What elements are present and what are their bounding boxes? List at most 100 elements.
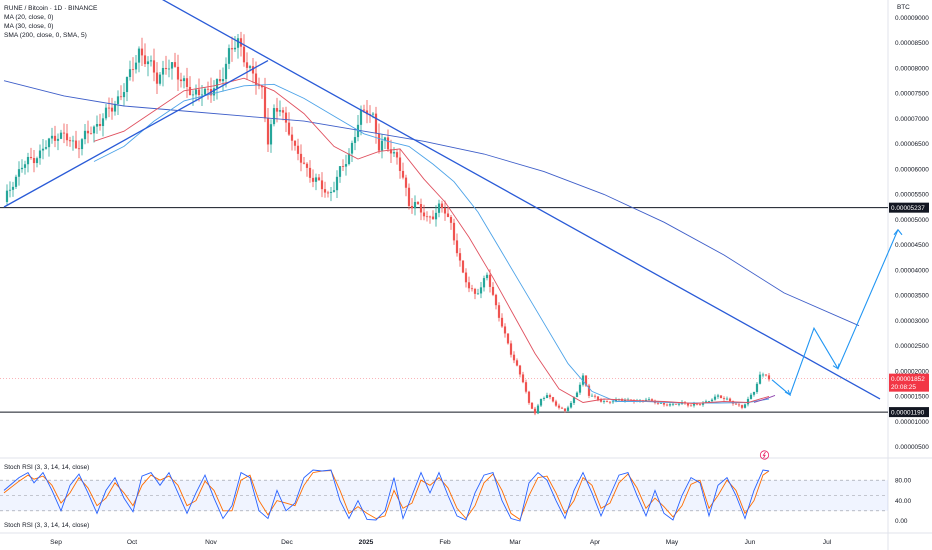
candle-body: [119, 96, 123, 98]
currency-label: BTC: [897, 4, 910, 11]
candle-body: [695, 403, 699, 405]
candle-body: [407, 187, 411, 206]
candle-body: [176, 66, 180, 80]
candle-body: [11, 186, 15, 190]
candle-body: [179, 79, 183, 82]
y-tick-label: 0.00003500: [895, 293, 929, 300]
candle-body: [377, 133, 381, 151]
ma20-legend[interactable]: MA (20, close, 0): [4, 14, 54, 21]
candle-body: [494, 294, 498, 306]
y-tick-label: 0.00003000: [895, 318, 929, 325]
candle-body: [431, 216, 435, 220]
candle-body: [38, 150, 42, 159]
candle-body: [497, 305, 501, 318]
candle-body: [137, 48, 141, 63]
candle-body: [530, 402, 534, 409]
candle-body: [287, 122, 291, 135]
candle-body: [221, 79, 225, 82]
candle-body: [356, 124, 360, 138]
candle-body: [122, 92, 126, 98]
candle-body: [380, 140, 384, 151]
candle-body: [749, 394, 753, 399]
candle-body: [584, 375, 588, 386]
y-tick-label: 0.00006500: [895, 141, 929, 148]
candle-body: [212, 88, 216, 96]
candle-body: [14, 176, 18, 187]
stoch-rsi-legend-secondary[interactable]: Stoch RSI (3, 3, 14, 14, close): [4, 522, 90, 529]
symbol-label[interactable]: RUNE / Bitcoin · 1D · BINANCE: [4, 5, 98, 12]
candle-body: [737, 404, 741, 406]
candle-body: [656, 402, 660, 404]
candle-body: [215, 79, 219, 89]
candle-body: [194, 89, 198, 95]
candle-body: [743, 404, 747, 408]
candle-body: [566, 407, 570, 411]
candle-body: [443, 208, 447, 214]
candle-body: [20, 167, 24, 170]
current-price-tag: [889, 373, 929, 392]
y-tick-label: 0.00009000: [895, 15, 929, 22]
candle-body: [698, 404, 702, 405]
candle-body: [467, 282, 471, 289]
candle-body: [305, 163, 309, 168]
candle-body: [218, 79, 222, 82]
candle-body: [371, 113, 375, 115]
candle-body: [512, 354, 516, 361]
x-tick-label: 2025: [359, 539, 374, 546]
candle-body: [365, 110, 369, 115]
candle-body: [239, 38, 243, 47]
candle-body: [65, 133, 69, 141]
candle-body: [245, 62, 249, 68]
candle-body: [668, 404, 672, 406]
candle-body: [182, 78, 186, 82]
stoch-rsi-axis-label: 0.00: [895, 518, 908, 525]
x-tick-label: Jul: [823, 539, 832, 546]
candle-body: [101, 118, 105, 127]
stoch-rsi-axis-label: 80.00: [895, 477, 911, 484]
candle-body: [434, 212, 438, 220]
candle-body: [404, 177, 408, 188]
candle-body: [599, 399, 603, 402]
ma30-legend[interactable]: MA (30, close, 0): [4, 23, 54, 30]
candle-body: [23, 164, 27, 168]
candle-body: [413, 201, 417, 209]
projection-turn-mark: [832, 363, 840, 370]
candle-body: [47, 138, 51, 148]
candle-body: [509, 343, 513, 355]
candle-body: [200, 94, 204, 96]
x-tick-label: Apr: [590, 539, 601, 546]
candle-body: [689, 405, 693, 407]
candle-body: [107, 107, 111, 109]
y-tick-label: 0.00008500: [895, 40, 929, 47]
lightning-icon: [759, 450, 770, 460]
candle-body: [56, 138, 60, 141]
candle-body: [581, 375, 585, 385]
x-tick-label: Sep: [50, 539, 62, 546]
candle-body: [587, 385, 591, 396]
candle-body: [602, 401, 606, 403]
candle-body: [353, 137, 357, 143]
candle-body: [539, 398, 543, 406]
stoch-rsi-legend[interactable]: Stoch RSI (3, 3, 14, 14, close): [4, 464, 90, 471]
candle-body: [608, 401, 612, 403]
candle-body: [236, 38, 240, 48]
x-tick-label: Jun: [745, 539, 756, 546]
y-tick-label: 0.00006000: [895, 166, 929, 173]
candle-body: [674, 403, 678, 405]
candle-body: [398, 157, 402, 171]
candle-body: [344, 164, 348, 167]
candle-body: [425, 216, 429, 218]
candle-body: [374, 113, 378, 134]
candle-body: [128, 69, 132, 78]
candle-body: [722, 398, 726, 399]
candle-body: [188, 86, 192, 96]
candle-body: [761, 374, 765, 376]
candle-body: [359, 109, 363, 125]
candle-body: [80, 139, 84, 150]
sma200-legend[interactable]: SMA (200, close, 0, SMA, 5): [4, 32, 87, 39]
projection-turn-mark: [784, 389, 792, 397]
candle-body: [719, 395, 723, 399]
candle-body: [707, 401, 711, 402]
candle-body: [191, 94, 195, 96]
